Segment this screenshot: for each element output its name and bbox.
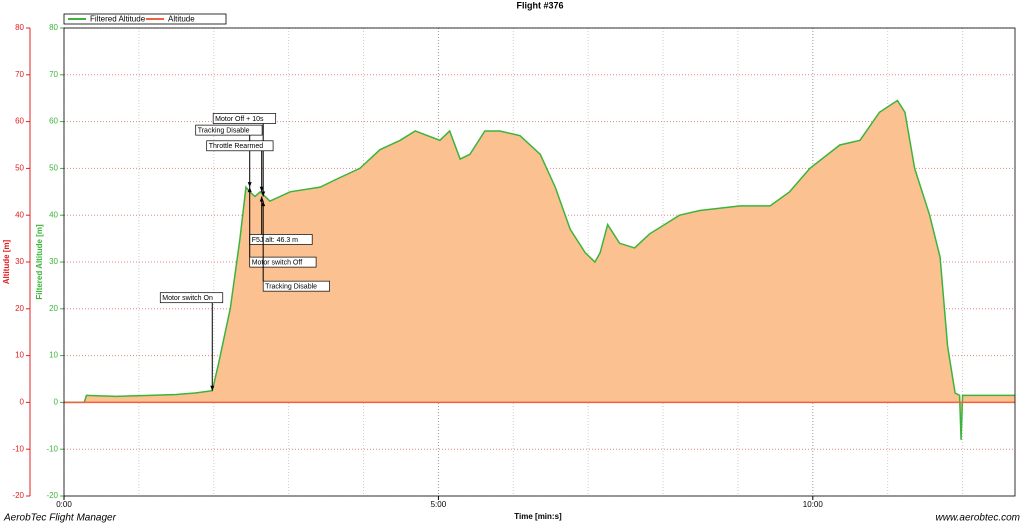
annotation-box (212, 113, 277, 124)
y2-axis-label: Altitude [m] (2, 239, 11, 284)
annotation-arrow (261, 191, 266, 197)
annotation-box (249, 256, 317, 268)
annotation-text: Tracking Disable (198, 127, 250, 134)
legend-label: Filtered Altitude (90, 15, 146, 24)
y-tick-label: 80 (49, 23, 58, 32)
annotation-text: Motor Off + 10s (215, 116, 264, 123)
annotation-arrow (247, 187, 252, 193)
annotation-text: Motor switch On (162, 295, 213, 302)
annotation-arrow (261, 201, 266, 207)
y2-tick-label: -20 (12, 491, 24, 500)
area-fill (64, 100, 1015, 440)
y2-tick-label: -10 (12, 444, 24, 453)
y2-tick-label: 80 (15, 23, 24, 32)
y-axis-label: Filtered Altitude [m] (35, 224, 44, 300)
y-tick-label: 30 (49, 257, 58, 266)
y-tick-label: 0 (54, 398, 59, 407)
y-tick-label: 60 (49, 117, 58, 126)
chart-title: Flight #376 (516, 0, 563, 10)
y-tick-label: 20 (49, 304, 58, 313)
annotation-arrow (210, 385, 215, 391)
x-axis-label: Time [min:s] (514, 512, 562, 521)
legend-box (63, 13, 227, 25)
annotation-arrow (259, 186, 264, 192)
y-tick-label: 50 (49, 164, 58, 173)
x-tick-label: 0:00 (56, 500, 72, 509)
annotation-box (262, 280, 330, 292)
y-tick-label: 10 (49, 351, 58, 360)
y2-tick-label: 20 (15, 304, 24, 313)
y2-tick-label: 50 (15, 164, 24, 173)
annotation-arrow (259, 196, 264, 202)
x-tick-label: 5:00 (431, 500, 447, 509)
y-tick-label: -10 (46, 444, 58, 453)
footer-left: AerobTec Flight Manager (3, 513, 117, 524)
annotation-text: Throttle Rearmed (209, 143, 264, 150)
y2-tick-label: 30 (15, 257, 24, 266)
y2-tick-label: 0 (20, 398, 25, 407)
annotation-box (195, 124, 263, 136)
series-line (64, 99, 1015, 440)
annotation-text: Tracking Disable (265, 284, 317, 291)
y-tick-label: 40 (49, 210, 58, 219)
y2-tick-label: 60 (15, 117, 24, 126)
x-tick-label: 10:00 (803, 500, 824, 509)
y2-tick-label: 40 (15, 210, 24, 219)
annotation-text: F5J alt: 46.3 m (252, 237, 298, 244)
footer-right: www.aerobtec.com (936, 513, 1020, 524)
y-tick-label: 70 (49, 70, 58, 79)
annotation-box (206, 140, 274, 152)
y2-tick-label: 10 (15, 351, 24, 360)
plot-frame (63, 27, 1016, 497)
legend-label: Altitude (168, 15, 195, 24)
y-tick-label: -20 (46, 491, 58, 500)
y2-tick-label: 70 (15, 70, 24, 79)
annotation-arrow (247, 182, 252, 188)
annotation-box (159, 292, 224, 304)
annotation-text: Motor switch Off (252, 259, 302, 266)
